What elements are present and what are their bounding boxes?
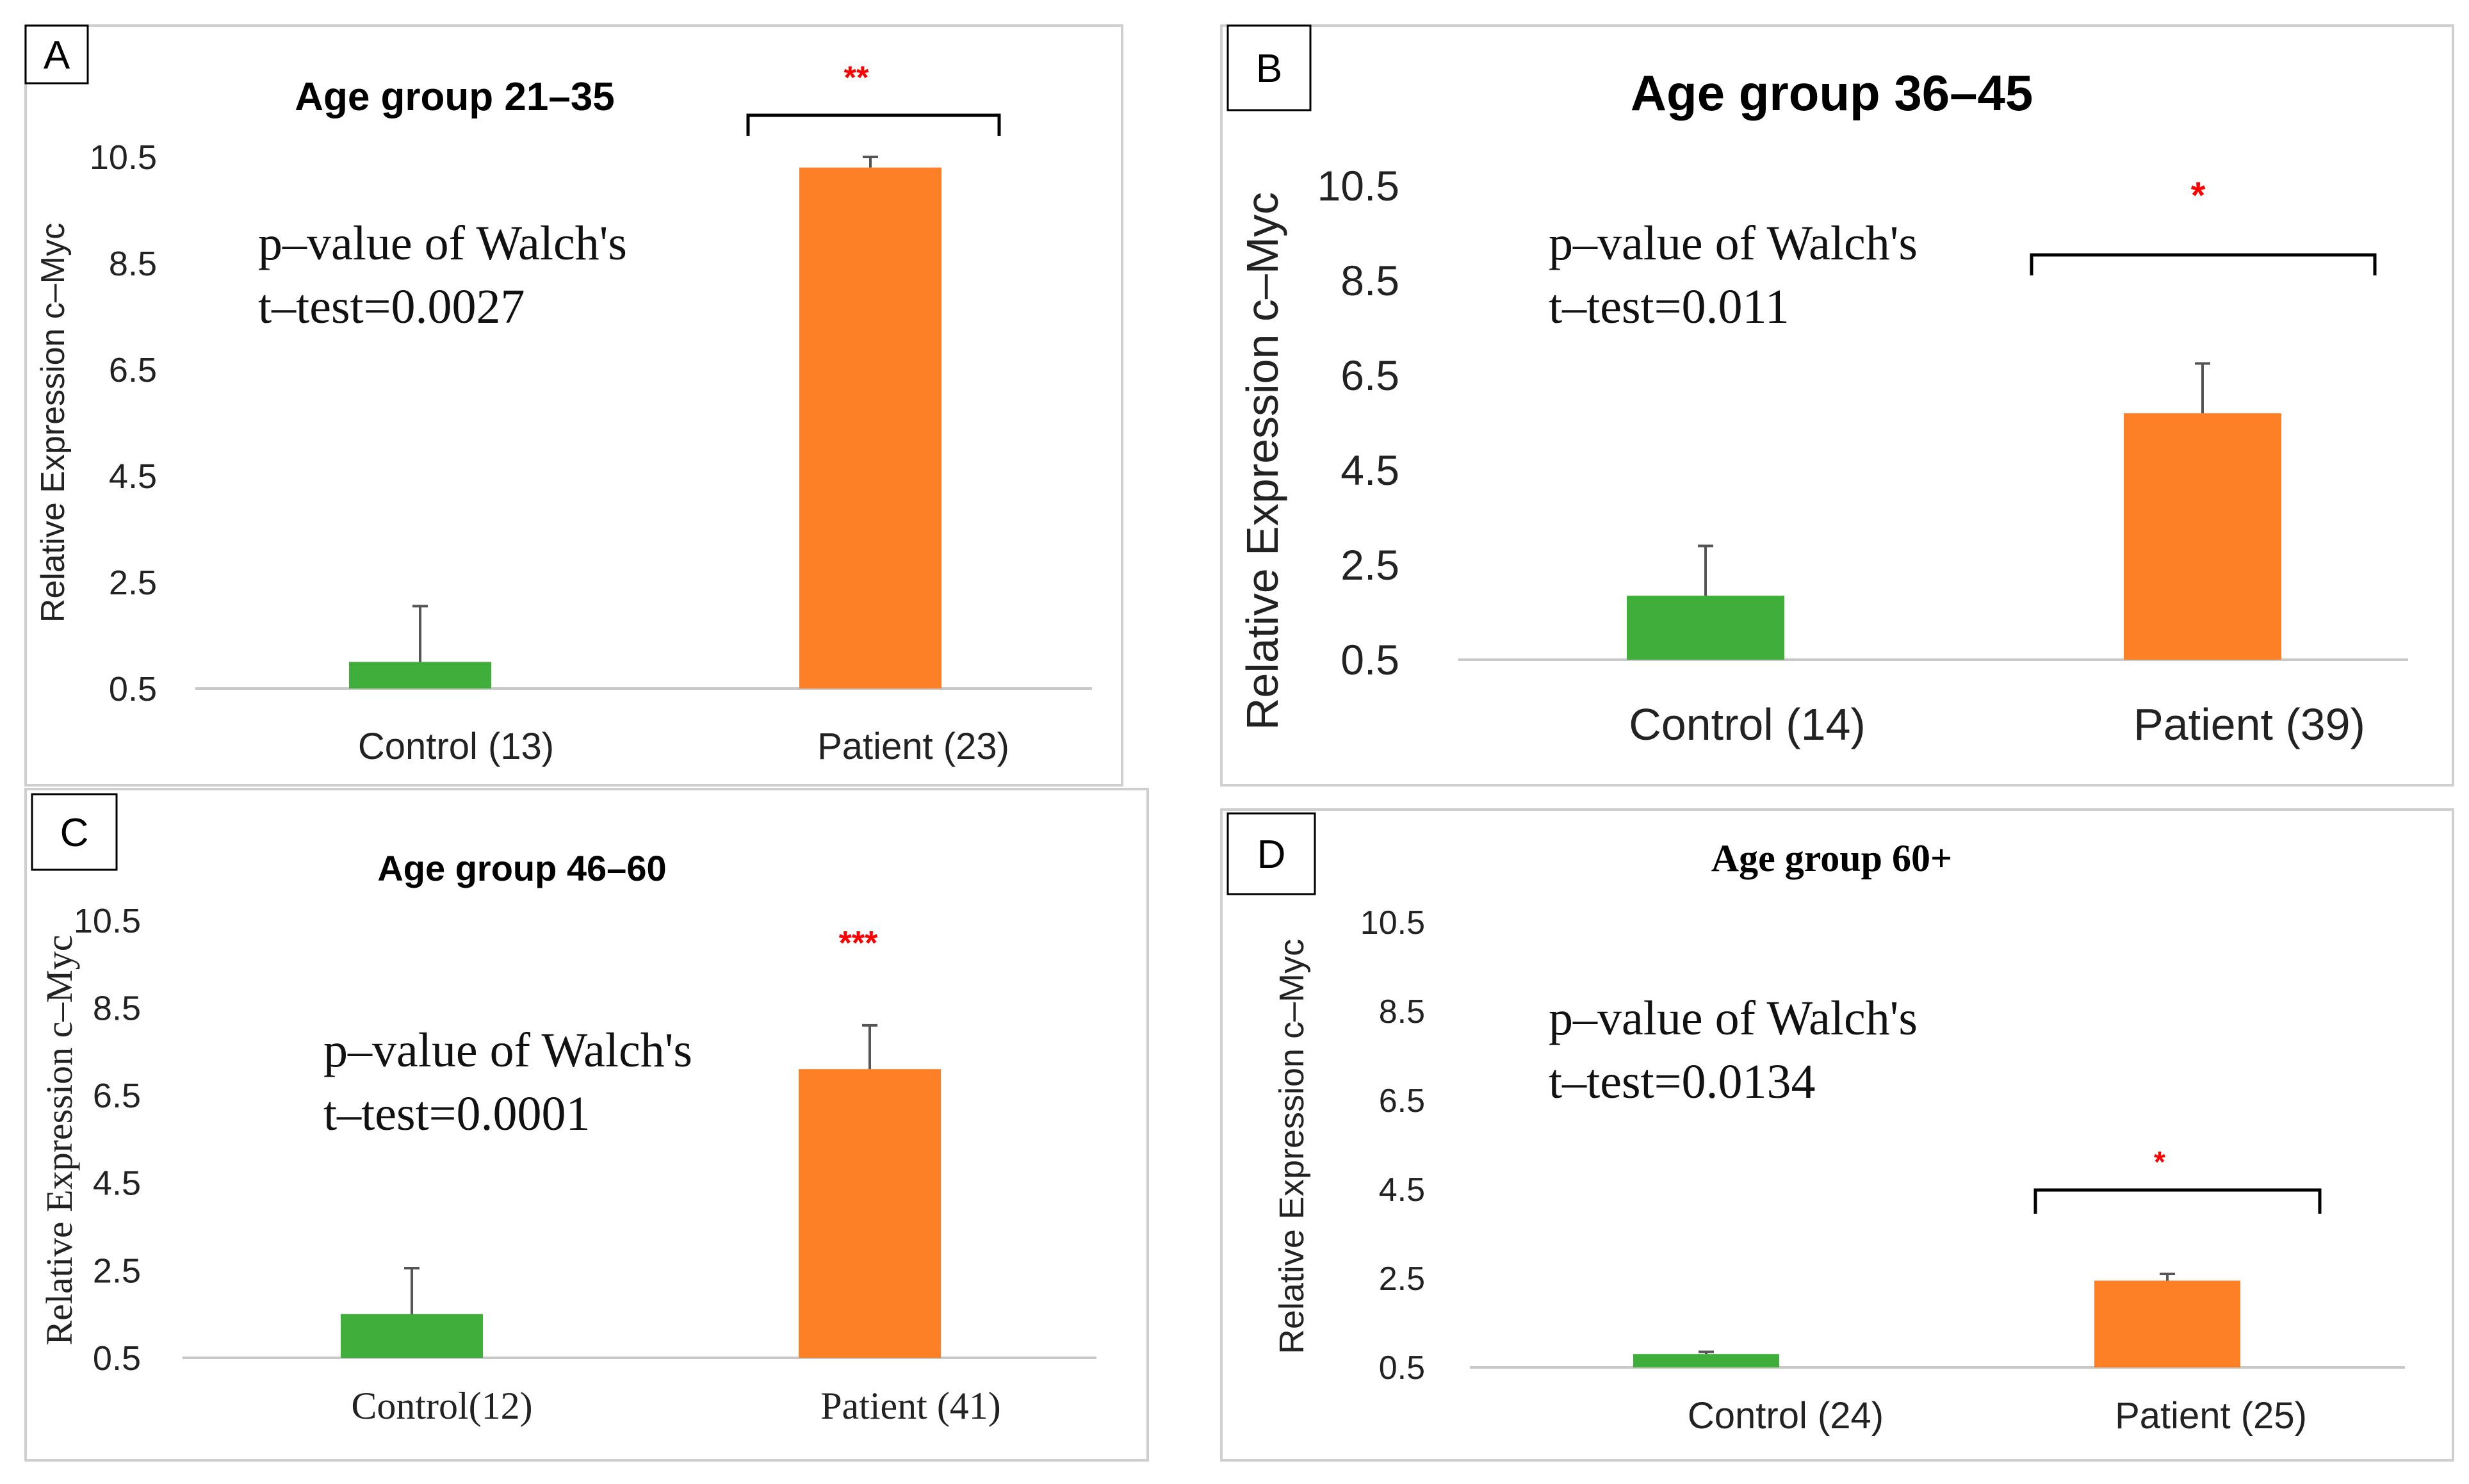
y-tick-label: 0.5 — [1340, 636, 1399, 683]
bar-control — [1627, 596, 1784, 660]
y-tick-label: 4.5 — [93, 1164, 141, 1203]
p-value-annotation: p–value of Walch's — [258, 216, 627, 270]
panel-letter-box — [1226, 812, 1316, 895]
y-tick-label: 8.5 — [1340, 257, 1399, 304]
x-category-label: Patient (39) — [2133, 699, 2365, 749]
y-tick-label: 6.5 — [93, 1077, 141, 1115]
bar-patient — [799, 167, 941, 689]
panel-letter: B — [1256, 47, 1282, 91]
y-tick-label: 6.5 — [1379, 1082, 1425, 1120]
panel-b: B Age group 36–45 10.5 8.5 6.5 4.5 2.5 0.5 Relat… — [1220, 24, 2454, 787]
bar-control — [349, 662, 491, 689]
y-tick-label: 10.5 — [74, 902, 141, 940]
y-tick-label: 2.5 — [93, 1252, 141, 1290]
panel-letter: D — [1257, 833, 1286, 877]
y-tick-label: 2.5 — [1340, 541, 1399, 589]
y-tick-label: 8.5 — [1379, 993, 1425, 1031]
y-tick-label: 4.5 — [109, 457, 157, 496]
x-category-label: Control (13) — [358, 726, 554, 767]
bar-control — [1633, 1354, 1779, 1367]
y-tick-label: 8.5 — [109, 245, 157, 283]
panel-frame — [24, 788, 1149, 1462]
panel-letter-box — [31, 793, 118, 871]
significance-bracket — [2033, 1188, 2322, 1214]
panel-a: A Age group 21–35 10.5 8.5 6.5 4.5 2.5 0.5 Relat… — [24, 24, 1123, 787]
x-category-label: Patient (25) — [2115, 1395, 2307, 1437]
bar-patient — [2124, 413, 2281, 660]
significance-stars: ** — [844, 60, 869, 95]
panel-frame — [24, 24, 1123, 787]
panel-letter-box — [24, 24, 89, 85]
bar-control — [341, 1314, 483, 1358]
p-value-annotation: t–test=0.0001 — [323, 1087, 591, 1141]
x-category-label: Control (14) — [1629, 699, 1866, 749]
y-tick-label: 4.5 — [1340, 446, 1399, 494]
p-value-annotation: p–value of Walch's — [1549, 216, 1918, 270]
chart-title: Age group 21–35 — [295, 75, 615, 119]
y-tick-label: 8.5 — [93, 990, 141, 1028]
x-category-label: Control(12) — [351, 1385, 532, 1427]
chart-title: Age group 36–45 — [1631, 65, 2033, 121]
y-tick-label: 10.5 — [90, 138, 157, 177]
y-tick-label: 0.5 — [1379, 1349, 1425, 1387]
p-value-annotation: p–value of Walch's — [323, 1023, 692, 1077]
chart-title: Age group 60+ — [1711, 837, 1952, 879]
y-tick-label: 2.5 — [1379, 1260, 1425, 1298]
y-tick-label: 10.5 — [1360, 904, 1425, 942]
chart-title: Age group 46–60 — [377, 848, 666, 888]
y-tick-label: 0.5 — [93, 1339, 141, 1378]
panel-c: C Age group 46–60 10.5 8.5 6.5 4.5 2.5 0.5 Relat… — [24, 788, 1149, 1462]
x-category-label: Patient (23) — [817, 726, 1009, 767]
panel-d: D Age group 60+ 10.5 8.5 6.5 4.5 2.5 0.5 Relativ… — [1220, 808, 2454, 1462]
x-category-label: Control (24) — [1688, 1395, 1884, 1437]
y-tick-label: 0.5 — [109, 670, 157, 708]
y-tick-label: 6.5 — [1340, 352, 1399, 399]
y-axis-label: Relative Expression c–Myc — [1237, 192, 1287, 730]
p-value-annotation: t–test=0.011 — [1549, 280, 1789, 334]
panels: A Age group 21–35 10.5 8.5 6.5 4.5 2.5 0.5 Relat… — [24, 24, 2454, 1462]
panel-frame — [1220, 808, 2454, 1462]
p-value-annotation: p–value of Walch's — [1549, 991, 1918, 1045]
y-tick-label: 6.5 — [109, 351, 157, 389]
y-tick-label: 4.5 — [1379, 1171, 1425, 1209]
y-axis-label: Relative Expression c–Myc — [35, 223, 72, 623]
p-value-annotation: t–test=0.0134 — [1549, 1055, 1816, 1109]
y-axis-label: Relative Expression c–Myc — [1273, 939, 1311, 1354]
significance-stars: *** — [839, 925, 878, 962]
y-tick-label: 10.5 — [1317, 162, 1399, 209]
x-category-label: Patient (41) — [820, 1385, 1001, 1427]
significance-stars: * — [2154, 1145, 2165, 1178]
significance-bracket — [2030, 253, 2377, 275]
panel-letter-box — [1226, 24, 1312, 111]
bar-patient — [2094, 1280, 2240, 1367]
significance-stars: * — [2191, 175, 2206, 216]
bar-patient — [799, 1069, 941, 1358]
panel-frame — [1220, 24, 2454, 787]
p-value-annotation: t–test=0.0027 — [258, 280, 525, 334]
significance-bracket — [746, 113, 1001, 136]
y-tick-label: 2.5 — [109, 564, 157, 602]
panel-letter: C — [60, 811, 89, 855]
panel-letter: A — [44, 33, 70, 77]
y-axis-label: Relative Expression c–Myc — [38, 934, 80, 1345]
